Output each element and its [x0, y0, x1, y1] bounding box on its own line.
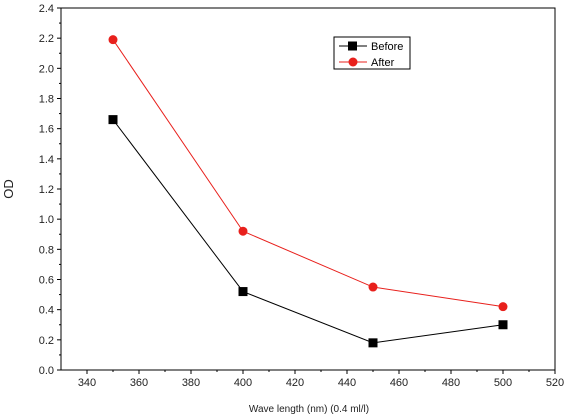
- y-tick-label: 1.6: [39, 124, 54, 136]
- data-point-before: [108, 115, 118, 125]
- y-tick-label: 1.8: [39, 94, 54, 106]
- series-line-after: [112, 39, 504, 308]
- y-tick-label: 0.0: [39, 365, 54, 377]
- x-tick-label: 340: [78, 377, 96, 389]
- x-axis-title: Wave length (nm) (0.4 ml/l): [249, 404, 369, 415]
- legend: Before After: [333, 36, 411, 70]
- data-point-after: [368, 282, 378, 292]
- x-tick-label: 520: [546, 377, 564, 389]
- data-point-before: [238, 287, 248, 297]
- series-line-before: [112, 119, 504, 344]
- y-tick-label: 0.4: [39, 305, 54, 317]
- data-point-before: [498, 320, 508, 330]
- legend-label-after: After: [371, 57, 395, 69]
- legend-marker-before: [348, 41, 357, 51]
- legend-box: [333, 36, 411, 70]
- y-tick-label: 2.4: [39, 3, 54, 15]
- x-tick-label: 420: [286, 377, 304, 389]
- data-point-after: [498, 302, 508, 312]
- y-tick-label: 0.6: [39, 275, 54, 287]
- x-tick-label: 500: [494, 377, 512, 389]
- y-tick-label: 1.0: [39, 214, 54, 226]
- y-tick-label: 0.2: [39, 335, 54, 347]
- y-axis-title: OD: [1, 179, 16, 199]
- y-axis: 0.0 0.2 0.4 0.6 0.8 1.0 1.2 1.4 1.6 1.8 2.0 2.2 2.4: [39, 3, 61, 377]
- series-layer: [108, 35, 508, 348]
- x-tick-label: 360: [130, 377, 148, 389]
- y-tick-label: 0.8: [39, 244, 54, 256]
- y-tick-label: 2.2: [39, 33, 54, 45]
- y-tick-label: 2.0: [39, 63, 54, 75]
- legend-label-before: Before: [371, 41, 403, 53]
- data-point-after: [108, 35, 118, 45]
- x-tick-label: 480: [442, 377, 460, 389]
- plot-frame: [60, 7, 556, 371]
- y-tick-label: 1.4: [39, 154, 54, 166]
- x-tick-label: 460: [390, 377, 408, 389]
- data-point-after: [238, 226, 248, 236]
- legend-marker-after: [348, 57, 358, 67]
- x-tick-label: 440: [338, 377, 356, 389]
- x-tick-label: 380: [182, 377, 200, 389]
- y-tick-label: 1.2: [39, 184, 54, 196]
- x-tick-label: 400: [234, 377, 252, 389]
- x-axis: 340 360 380 400 420 440 460 480 500 520: [78, 370, 564, 389]
- data-point-before: [368, 338, 378, 348]
